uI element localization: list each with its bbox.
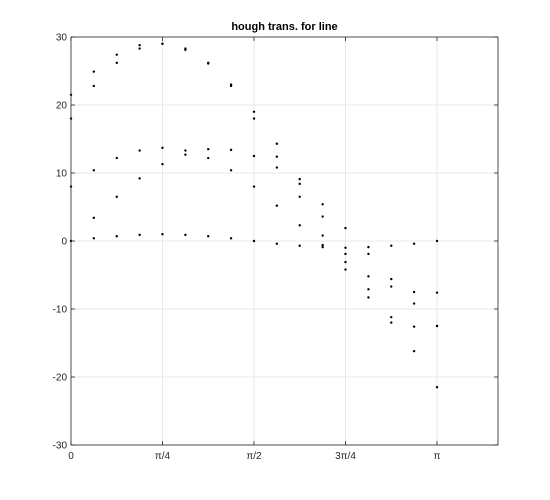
series-2 [69,146,439,294]
data-point [412,349,416,353]
data-point [367,275,370,278]
data-point [252,117,256,120]
data-point [161,233,164,236]
data-point [184,153,187,156]
data-point [184,48,187,52]
data-point [138,177,141,180]
data-point [412,290,416,294]
y-ticks: -30 -20 -10 0 10 20 30 [53,33,498,452]
data-point [412,325,416,328]
data-point [390,321,393,324]
data-point [138,149,141,152]
data-point [435,291,439,294]
data-point [321,234,324,237]
data-point [321,215,324,218]
data-point [390,244,393,247]
chart-title: hough trans. for line [231,21,337,33]
data-point [412,242,416,245]
data-point [92,216,96,220]
data-point [321,243,324,247]
data-point [367,252,370,256]
data-point [275,142,279,145]
data-point [344,226,347,230]
data-point [321,245,324,249]
data-point [207,62,210,65]
data-point [115,156,118,160]
series-5 [69,42,439,389]
data-point [435,239,439,243]
y-tick-label: 20 [56,101,68,112]
data-point [207,235,210,238]
x-tick-label: π/4 [155,451,171,462]
data-point [252,154,256,158]
data-point [207,156,210,160]
data-point [367,296,370,299]
y-tick-label: 0 [61,237,67,248]
data-point [207,148,210,151]
data-point [138,47,141,50]
data-point [115,195,118,198]
data-point [367,245,370,249]
data-point [390,285,393,288]
data-point [115,235,118,238]
data-point [298,177,301,181]
data-point [92,84,96,88]
data-points [69,42,439,389]
y-tick-label: 10 [56,169,68,180]
data-point [92,70,96,73]
data-point [92,169,96,172]
data-point [92,237,96,240]
x-tick-label: 0 [68,451,74,462]
data-point [344,246,347,249]
data-point [184,233,187,237]
data-point [275,155,279,158]
data-point [412,302,416,305]
data-point [161,146,164,150]
data-point [252,185,256,188]
data-point [275,242,279,245]
data-point [184,149,187,152]
x-ticks: 0 π/4 π/2 3π/4 π [68,37,441,462]
data-point [344,252,347,256]
data-point [298,195,301,198]
data-point [344,268,347,271]
x-tick-label: π [434,451,441,462]
data-point [390,315,393,319]
x-tick-label: π/2 [246,451,262,462]
data-point [115,53,118,56]
data-point [435,386,439,389]
data-point [252,239,256,243]
data-point [275,204,279,207]
data-point [390,277,393,281]
data-point [435,324,439,328]
data-point [229,169,233,172]
y-tick-label: -30 [53,441,68,452]
y-tick-label: -10 [53,305,68,316]
data-point [229,237,233,240]
data-point [138,43,141,47]
data-point [115,61,118,65]
data-point [229,148,233,152]
data-point [298,244,301,247]
data-point [275,166,279,169]
series-4 [69,148,439,328]
data-point [161,162,164,166]
data-point [344,260,347,264]
data-point [229,83,233,86]
y-tick-label: -20 [53,373,68,384]
data-point [161,42,164,45]
data-point [298,224,301,227]
data-point [298,182,301,186]
x-tick-label: 3π/4 [335,451,356,462]
data-point [252,110,256,114]
data-point [367,288,370,291]
y-tick-label: 30 [56,33,68,44]
data-point [321,203,324,206]
data-point [138,233,141,237]
